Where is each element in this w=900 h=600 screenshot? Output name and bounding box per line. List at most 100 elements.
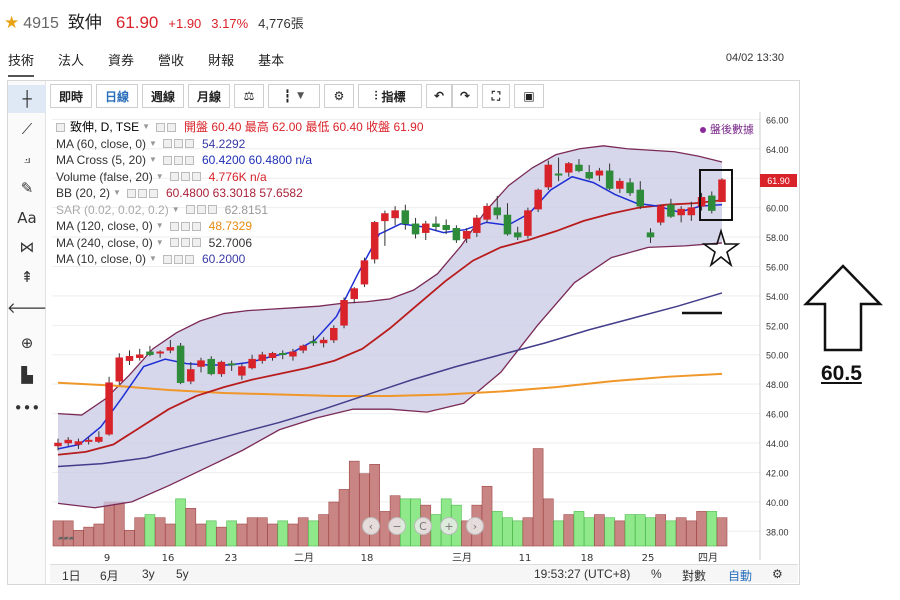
legend-control-box-icon[interactable] [184, 155, 194, 165]
x-tick-label: 16 [162, 553, 175, 564]
weekly-button[interactable]: 週線 [142, 84, 184, 108]
auto-scale-button[interactable]: 自動 [728, 569, 753, 583]
candle-body [197, 360, 205, 367]
percent-scale-button[interactable]: % [651, 567, 662, 581]
candle-body [64, 439, 72, 444]
legend-control-box-icon[interactable] [180, 221, 190, 231]
legend-control-box-icon[interactable] [184, 139, 194, 149]
legend-control-box-icon[interactable] [191, 238, 201, 248]
intraday-button[interactable]: 即時 [50, 84, 92, 108]
legend-control-box-icon[interactable] [173, 155, 183, 165]
price-change-pct: 3.17% [211, 16, 249, 31]
chevron-down-icon[interactable]: ▼ [142, 122, 151, 131]
tab-margin[interactable]: 資券 [108, 54, 135, 69]
legend-control-box-icon[interactable] [162, 139, 172, 149]
chevron-down-icon[interactable]: ▼ [155, 237, 164, 247]
collapse-box-icon[interactable] [56, 122, 65, 132]
chevron-down-icon[interactable]: ▼ [155, 171, 164, 181]
chevron-down-icon[interactable]: ▼ [113, 188, 121, 197]
volume-value: 4,776 [258, 16, 291, 31]
monthly-button[interactable]: 月線 [188, 84, 230, 108]
daily-button[interactable]: 日線 [96, 84, 138, 108]
chart-legend: 致伸, D, TSE ▼ 開盤 60.40 最高 62.00 最低 60.40 … [56, 119, 424, 268]
after-market-data-link[interactable]: 盤後數據 [700, 121, 754, 137]
fib-tool-icon[interactable]: ⟓ [23, 149, 31, 167]
legend-control-box-icon[interactable] [180, 172, 190, 182]
legend-control-box-icon[interactable] [191, 221, 201, 231]
volume-bar [144, 514, 156, 547]
legend-control-box-icon[interactable] [173, 254, 183, 264]
volume-bar [205, 520, 217, 547]
legend-control-box-icon[interactable] [173, 139, 183, 149]
pattern-icon[interactable]: ⋈ [19, 238, 35, 256]
chart-type-button[interactable]: ┇ ▼ [268, 84, 320, 108]
legend-control-box-icon[interactable] [169, 221, 179, 231]
settings-box-icon[interactable] [156, 122, 166, 132]
settings-gear-icon[interactable]: ⚙ [772, 567, 783, 581]
legend-title-row: 致伸, D, TSE ▼ 開盤 60.40 最高 62.00 最低 60.40 … [56, 119, 424, 136]
legend-control-box-icon[interactable] [162, 155, 172, 165]
legend-control-box-icon[interactable] [169, 238, 179, 248]
tab-technical[interactable]: 技術 [8, 48, 35, 77]
tab-revenue[interactable]: 營收 [158, 54, 185, 69]
legend-control-box-icon[interactable] [180, 238, 190, 248]
log-scale-button[interactable]: 對數 [682, 569, 707, 583]
legend-control-box-icon[interactable] [137, 188, 147, 198]
candle-body [135, 354, 144, 358]
candle-body [646, 232, 655, 238]
legend-control-box-icon[interactable] [191, 172, 201, 182]
more-icon[interactable]: ••• [13, 399, 41, 417]
legend-control-box-icon[interactable] [207, 205, 217, 215]
candle-body [626, 182, 634, 194]
zoom-in-icon[interactable]: ⊕ [20, 334, 34, 352]
volume-bar [73, 529, 84, 547]
legend-control-box-icon[interactable] [126, 188, 136, 198]
fullscreen-icon[interactable]: ⛶ [482, 84, 510, 108]
trend-line-icon[interactable]: ⟋ [21, 120, 33, 138]
indicators-button[interactable]: ⫶ 指標 [358, 84, 422, 108]
camera-icon[interactable]: ▣ [514, 84, 544, 108]
arrow-left-icon[interactable]: 🡐 [6, 298, 48, 317]
ruler-icon[interactable]: ▙ [21, 366, 33, 384]
legend-control-box-icon[interactable] [185, 205, 195, 215]
zoom-in-small-icon[interactable]: + [440, 517, 458, 535]
legend-control-box-icon[interactable] [162, 254, 172, 264]
range-6m-button[interactable]: 6月 [100, 569, 119, 583]
brush-icon[interactable]: ✎ [20, 179, 34, 197]
candle-body [360, 260, 369, 285]
tab-financials[interactable]: 財報 [208, 54, 235, 69]
crosshair-icon[interactable]: ┼ [8, 85, 46, 113]
range-5y-button[interactable]: 5y [176, 567, 189, 581]
legend-control-box-icon[interactable] [184, 254, 194, 264]
scroll-right-icon[interactable]: › [466, 517, 484, 535]
reset-zoom-icon[interactable]: C [414, 517, 432, 535]
candle-body [125, 355, 134, 361]
legend-row: MA (240, close, 0) ▼ 52.7006 [56, 235, 424, 252]
legend-control-box-icon[interactable] [169, 172, 179, 182]
legend-control-box-icon[interactable] [148, 188, 158, 198]
visibility-box-icon[interactable] [167, 122, 177, 132]
chevron-down-icon[interactable]: ▼ [149, 254, 157, 263]
chevron-down-icon[interactable]: ▼ [149, 155, 157, 164]
compare-scale-icon[interactable]: ⚖ [234, 84, 264, 108]
measure-icon[interactable]: ⇞ [20, 268, 34, 286]
chevron-down-icon[interactable]: ▼ [171, 204, 180, 214]
undo-icon[interactable]: ↶ [426, 84, 452, 108]
redo-icon[interactable]: ↷ [452, 84, 478, 108]
volume-bar [297, 517, 309, 547]
tab-institutional[interactable]: 法人 [58, 54, 85, 69]
volume-bar [706, 511, 718, 547]
favorite-star-icon[interactable]: ★ [4, 13, 20, 33]
chevron-down-icon[interactable]: ▼ [155, 221, 164, 230]
zoom-out-icon[interactable]: − [388, 517, 406, 535]
settings-gear-icon[interactable]: ⚙ [324, 84, 354, 108]
range-3y-button[interactable]: 3y [142, 567, 155, 581]
tab-basics[interactable]: 基本 [258, 54, 285, 69]
text-tool-icon[interactable]: Aa [17, 209, 37, 227]
legend-control-box-icon[interactable] [196, 205, 206, 215]
candle-body [278, 353, 287, 356]
scroll-left-icon[interactable]: ‹ [362, 517, 380, 535]
chevron-down-icon[interactable]: ▼ [149, 138, 157, 148]
range-1d-button[interactable]: 1日 [62, 569, 81, 583]
